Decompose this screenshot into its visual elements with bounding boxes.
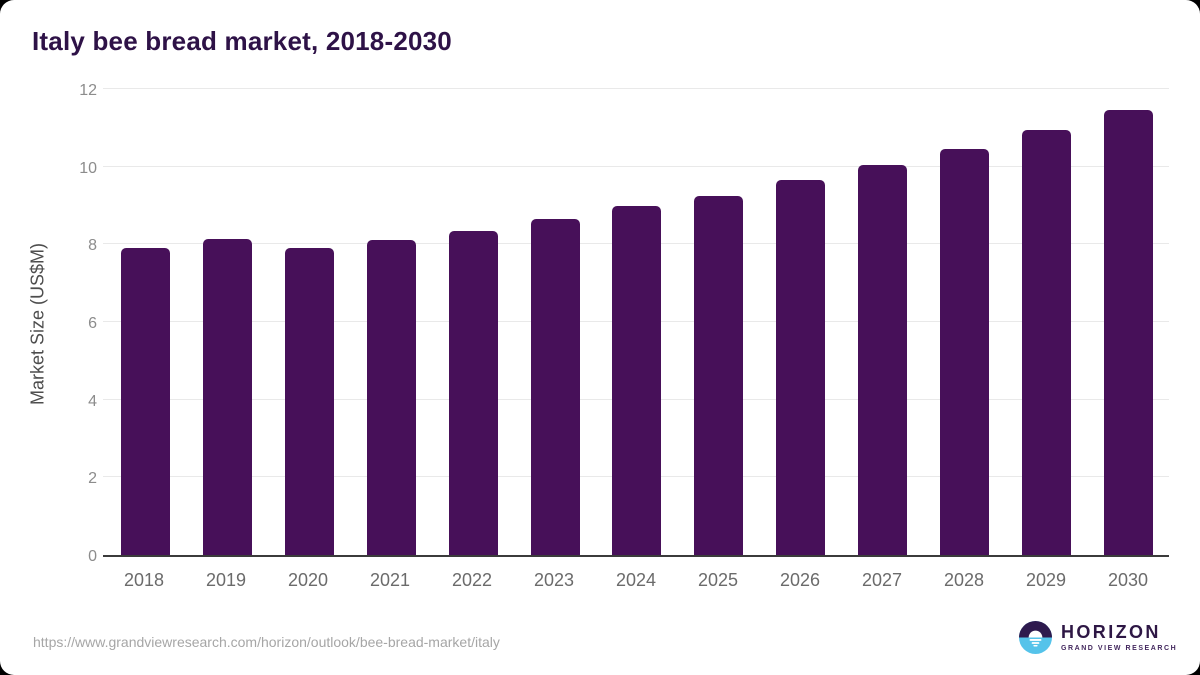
bar-2026 [776, 180, 826, 555]
bar-2025 [694, 195, 744, 555]
x-axis-ticks: 2018 2019 2020 2021 2022 2023 2024 2025 2026 2027… [103, 570, 1169, 591]
x-tick-label-2024: 2024 [615, 570, 657, 590]
logo-text: HORIZON GRAND VIEW RESEARCH [1061, 621, 1178, 653]
x-tick-label-2026: 2026 [779, 570, 821, 590]
y-tick-label-8: 8 [88, 237, 97, 255]
bar-2019 [202, 238, 252, 555]
plot-area [103, 88, 1169, 557]
bar-2027 [858, 164, 908, 555]
bar-2018 [121, 248, 170, 555]
bar-series [103, 91, 1169, 555]
bar-2020 [284, 248, 334, 555]
logo-subtitle: GRAND VIEW RESEARCH [1061, 644, 1178, 652]
gridline-10 [103, 165, 1169, 167]
x-tick-label-2021: 2021 [369, 570, 411, 590]
y-tick-label-12: 12 [79, 82, 97, 99]
gridline-12 [103, 88, 1169, 89]
source-url: https://www.grandviewresearch.com/horizo… [33, 634, 500, 650]
bar-2023 [530, 219, 580, 555]
x-tick-label-2022: 2022 [451, 570, 493, 590]
x-tick-label-2030: 2030 [1107, 570, 1149, 590]
y-tick-label-4: 4 [88, 392, 97, 410]
bar-2028 [940, 149, 990, 555]
horizon-sun-circle-icon [1019, 621, 1052, 654]
y-tick-label-2: 2 [88, 470, 97, 488]
x-tick-label-2018: 2018 [123, 570, 165, 590]
y-tick-label-0: 0 [88, 548, 97, 565]
y-tick-label-10: 10 [79, 159, 97, 177]
x-tick-label-2025: 2025 [697, 570, 739, 590]
x-tick-label-2023: 2023 [533, 570, 575, 590]
x-tick-label-2019: 2019 [205, 570, 247, 590]
horizon-logo: HORIZON GRAND VIEW RESEARCH [1019, 621, 1177, 654]
y-axis-ticks: 0 2 4 6 8 10 12 [0, 82, 97, 565]
x-tick-label-2028: 2028 [943, 570, 985, 590]
chart-title: Italy bee bread market, 2018-2030 [32, 26, 452, 56]
x-tick-label-2020: 2020 [287, 570, 329, 590]
bar-2029 [1021, 129, 1071, 555]
x-tick-label-2027: 2027 [861, 570, 903, 590]
y-tick-label-6: 6 [88, 315, 97, 332]
bar-2021 [366, 240, 416, 555]
bar-2024 [612, 205, 662, 555]
x-tick-label-2029: 2029 [1025, 570, 1067, 590]
bar-2030 [1103, 110, 1153, 555]
bar-2022 [448, 230, 498, 555]
logo-name: HORIZON [1061, 621, 1161, 642]
